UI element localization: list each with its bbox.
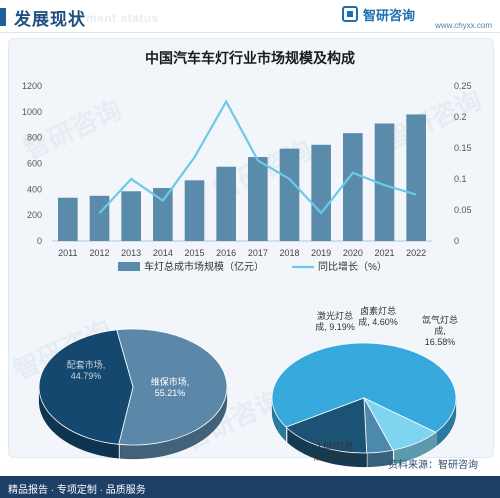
x-tick-label: 2013: [121, 248, 141, 258]
legend-label-line: 同比增长（%）: [318, 260, 387, 273]
bar-market-size: [216, 166, 236, 241]
source-note: 资料来源：智研咨询: [388, 460, 478, 471]
legend-swatch-bar: [118, 262, 140, 271]
page-header: ment status 发展现状 智研咨询 www.chyxx.com: [0, 0, 500, 32]
y-tick-left: 0: [37, 236, 42, 246]
y-tick-right: 0.15: [454, 143, 472, 153]
x-tick-label: 2014: [153, 248, 173, 258]
header-ghost-text: ment status: [86, 11, 159, 25]
pie-label-laser: 激光灯总成, 9.19%: [315, 310, 355, 332]
x-tick-label: 2022: [406, 248, 426, 258]
pie-oem-aftermarket-slice: [116, 328, 228, 446]
bar-market-size: [248, 157, 268, 241]
x-tick-label: 2016: [216, 248, 236, 258]
brand-logo-icon: [342, 6, 358, 22]
y-tick-left: 200: [27, 210, 42, 220]
legend-label-bar: 车灯总成市场规模（亿元）: [144, 260, 264, 273]
bar-market-size: [153, 188, 173, 241]
y-tick-right: 0.05: [454, 205, 472, 215]
brand-url: www.chyxx.com: [435, 21, 492, 30]
page-footer: 精品报告 · 专项定制 · 品质服务: [0, 476, 500, 498]
bar-market-size: [374, 123, 395, 241]
x-tick-label: 2020: [343, 248, 363, 258]
footer-slogan: 精品报告 · 专项定制 · 品质服务: [8, 485, 146, 496]
y-tick-left: 600: [27, 159, 42, 169]
bar-market-size: [58, 197, 78, 241]
x-tick-label: 2011: [58, 248, 77, 258]
pie-lamp-type-slice: [271, 342, 457, 433]
x-tick-label: 2021: [374, 248, 394, 258]
header-divider: [0, 32, 500, 33]
y-tick-right: 0.25: [454, 81, 472, 91]
line-yoy-growth: [98, 99, 417, 215]
x-tick-label: 2018: [279, 248, 299, 258]
bar-market-size: [184, 180, 205, 241]
pie-label-aftermarket: 维保市场, 55.21%: [151, 376, 190, 398]
bar-market-size: [121, 191, 141, 241]
x-tick-label: 2015: [184, 248, 204, 258]
pie-label-led: LED灯总成, 69.63%: [314, 440, 359, 462]
y-tick-right: 0.1: [454, 174, 467, 184]
y-tick-left: 1200: [22, 81, 42, 91]
x-tick-label: 2017: [248, 248, 268, 258]
pie-label-halogen: 卤素灯总成, 4.60%: [358, 305, 398, 327]
y-tick-left: 800: [27, 133, 42, 143]
x-tick-label: 2019: [311, 248, 331, 258]
pie-label-xenon: 氙气灯总成, 16.58%: [422, 314, 458, 347]
y-tick-right: 0.2: [454, 112, 467, 122]
y-tick-left: 1000: [22, 107, 42, 117]
brand-name: 智研咨询: [363, 8, 416, 23]
pie-oem-aftermarket-slice: [38, 329, 134, 445]
bar-market-size: [89, 195, 110, 241]
bar-market-size: [406, 114, 426, 241]
y-tick-right: 0: [454, 236, 459, 246]
x-tick-label: 2012: [89, 248, 109, 258]
bar-market-size: [279, 148, 300, 241]
pie-label-oem: 配套市场, 44.79%: [67, 359, 106, 381]
page-title: 发展现状: [14, 10, 86, 29]
brand-logo-block: 智研咨询 www.chyxx.com: [342, 4, 492, 30]
bar-market-size: [311, 144, 331, 241]
header-accent-bar: [0, 8, 6, 26]
bar-market-size: [343, 133, 363, 241]
pie-lamp-type-slice: [285, 397, 368, 454]
chart-title: 中国汽车车灯行业市场规模及构成: [145, 50, 355, 66]
y-tick-left: 400: [27, 184, 42, 194]
